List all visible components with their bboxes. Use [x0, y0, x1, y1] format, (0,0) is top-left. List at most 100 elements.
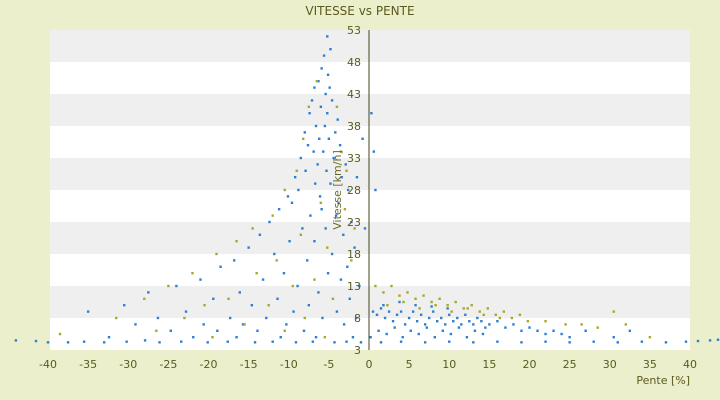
data-point	[293, 176, 297, 179]
data-point	[343, 208, 347, 211]
data-point	[324, 92, 327, 96]
chart-title: VITESSE vs PENTE	[305, 4, 414, 18]
data-point	[310, 99, 314, 102]
data-point	[374, 284, 377, 288]
data-point	[102, 341, 106, 344]
data-point	[348, 297, 351, 300]
x-tick-label: -25	[159, 358, 177, 371]
data-point	[363, 227, 367, 230]
data-point	[319, 105, 323, 108]
data-point	[294, 341, 298, 344]
data-point	[436, 320, 439, 323]
data-point	[299, 156, 302, 160]
x-tick-label: 40	[683, 358, 697, 371]
plot-band	[50, 126, 690, 158]
data-point	[283, 329, 286, 332]
data-point	[354, 316, 358, 320]
data-point	[350, 259, 353, 262]
data-point	[318, 195, 322, 198]
data-point	[465, 336, 469, 339]
data-point	[520, 341, 523, 344]
data-point	[464, 313, 467, 316]
data-point	[450, 310, 453, 313]
data-point	[468, 320, 471, 323]
data-point	[342, 323, 346, 326]
data-point	[199, 278, 202, 281]
plot-band	[50, 190, 690, 222]
y-tick-label: 48	[347, 56, 361, 69]
data-point	[395, 313, 399, 316]
data-point	[326, 272, 330, 275]
data-point	[399, 340, 403, 343]
data-point	[203, 304, 206, 307]
data-point	[251, 227, 254, 230]
x-tick-label: 5	[406, 358, 413, 371]
data-point	[301, 227, 304, 230]
data-point	[291, 284, 294, 288]
data-point	[612, 310, 615, 313]
data-point	[369, 336, 372, 339]
data-point	[444, 323, 447, 326]
data-point	[518, 313, 522, 316]
data-point	[361, 137, 364, 140]
data-point	[624, 323, 627, 326]
x-tick-label: 20	[523, 358, 537, 371]
plot-band	[50, 318, 690, 350]
data-point	[338, 144, 342, 147]
data-point	[34, 339, 38, 343]
x-tick-label: 0	[366, 358, 373, 371]
data-point	[382, 304, 385, 307]
data-point	[346, 265, 349, 268]
data-point	[418, 307, 421, 310]
data-point	[285, 323, 288, 326]
data-point	[423, 341, 427, 344]
data-point	[143, 339, 147, 342]
data-point	[324, 227, 327, 230]
data-point	[419, 313, 423, 316]
data-point	[526, 320, 530, 323]
data-point	[584, 329, 587, 332]
data-point	[317, 291, 320, 294]
data-point	[612, 336, 615, 339]
data-point	[125, 340, 128, 343]
data-point	[317, 80, 320, 83]
data-points	[14, 35, 720, 344]
x-tick-label: -10	[280, 358, 298, 371]
data-point	[107, 336, 111, 339]
data-point	[228, 316, 232, 320]
data-point	[498, 316, 502, 320]
data-point	[423, 323, 427, 326]
data-point	[303, 316, 306, 320]
data-point	[219, 265, 222, 268]
data-point	[292, 310, 295, 313]
data-point	[544, 320, 547, 323]
data-point	[496, 320, 499, 323]
data-point	[340, 176, 343, 179]
data-point	[370, 112, 373, 115]
x-tick-label: 15	[482, 358, 496, 371]
data-point	[326, 73, 330, 76]
data-point	[315, 80, 319, 83]
data-point	[393, 326, 396, 329]
data-point	[473, 329, 477, 332]
data-point	[308, 112, 311, 115]
data-point	[258, 233, 262, 236]
data-point	[206, 341, 209, 344]
y-tick-label: 8	[354, 312, 361, 325]
data-point	[401, 336, 404, 339]
data-point	[415, 320, 419, 323]
data-point	[273, 252, 276, 256]
data-point	[271, 340, 274, 343]
data-point	[462, 307, 465, 310]
data-point	[486, 307, 489, 310]
data-point	[482, 313, 485, 316]
data-point	[288, 240, 291, 243]
data-point	[180, 340, 183, 343]
data-point	[296, 284, 299, 288]
data-point	[331, 297, 335, 300]
data-point	[446, 304, 449, 307]
data-point	[433, 336, 437, 339]
data-point	[351, 336, 355, 339]
data-point	[460, 323, 463, 326]
